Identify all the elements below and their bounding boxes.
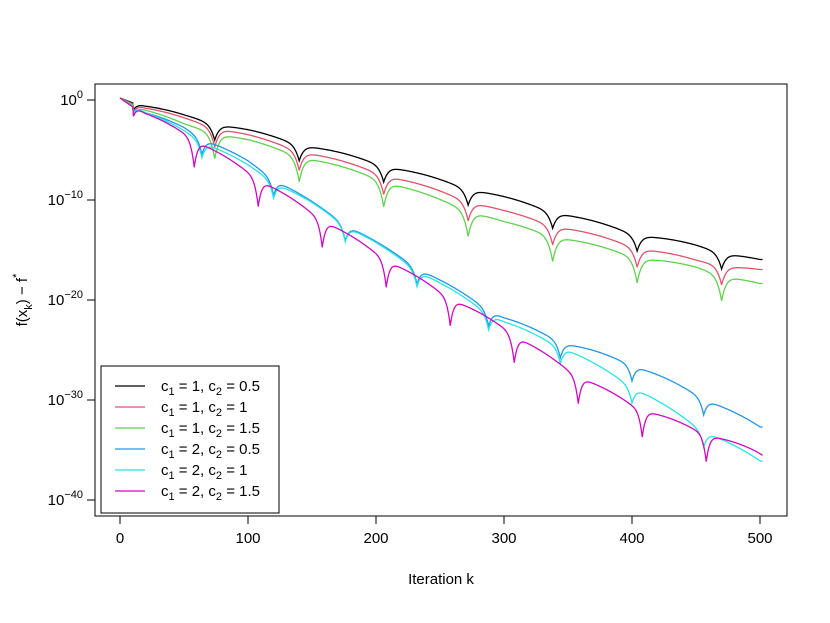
x-tick-label: 300 <box>491 530 516 547</box>
x-tick-label: 100 <box>235 530 260 547</box>
legend-label: c1 = 2, c2 = 1 <box>161 462 247 482</box>
series-line <box>119 97 763 462</box>
x-axis-title: Iteration k <box>408 571 474 588</box>
x-tick-label: 0 <box>116 530 124 547</box>
series-line <box>119 97 763 301</box>
legend-label: c1 = 1, c2 = 0.5 <box>161 378 260 398</box>
x-tick-label: 400 <box>619 530 644 547</box>
y-axis: 100 10−10 10−20 10−30 10−40 <box>48 89 96 509</box>
x-axis: 0 100 200 300 400 500 <box>116 515 773 547</box>
y-axis-title-text: f(xk) − f* <box>11 273 35 326</box>
series-line <box>119 97 763 286</box>
legend: c1 = 1, c2 = 0.5c1 = 1, c2 = 1c1 = 1, c2… <box>100 365 280 514</box>
plot-lines <box>119 97 763 462</box>
x-tick-label: 200 <box>363 530 388 547</box>
y-tick-label: 10−40 <box>48 489 83 509</box>
y-tick-label: 10−20 <box>48 289 83 309</box>
y-axis-title: f(xk) − f* <box>11 273 35 326</box>
legend-label: c1 = 1, c2 = 1.5 <box>161 420 260 440</box>
legend-label: c1 = 2, c2 = 0.5 <box>161 441 260 461</box>
series-line <box>119 97 763 428</box>
x-tick-label: 500 <box>747 530 772 547</box>
y-tick-label: 10−10 <box>48 189 83 209</box>
series-line <box>119 97 763 272</box>
legend-label: c1 = 2, c2 = 1.5 <box>161 483 260 503</box>
legend-box <box>100 365 280 514</box>
y-tick-label: 100 <box>60 89 83 109</box>
series-line <box>119 97 763 462</box>
y-tick-label: 10−30 <box>48 389 83 409</box>
legend-label: c1 = 1, c2 = 1 <box>161 399 247 419</box>
